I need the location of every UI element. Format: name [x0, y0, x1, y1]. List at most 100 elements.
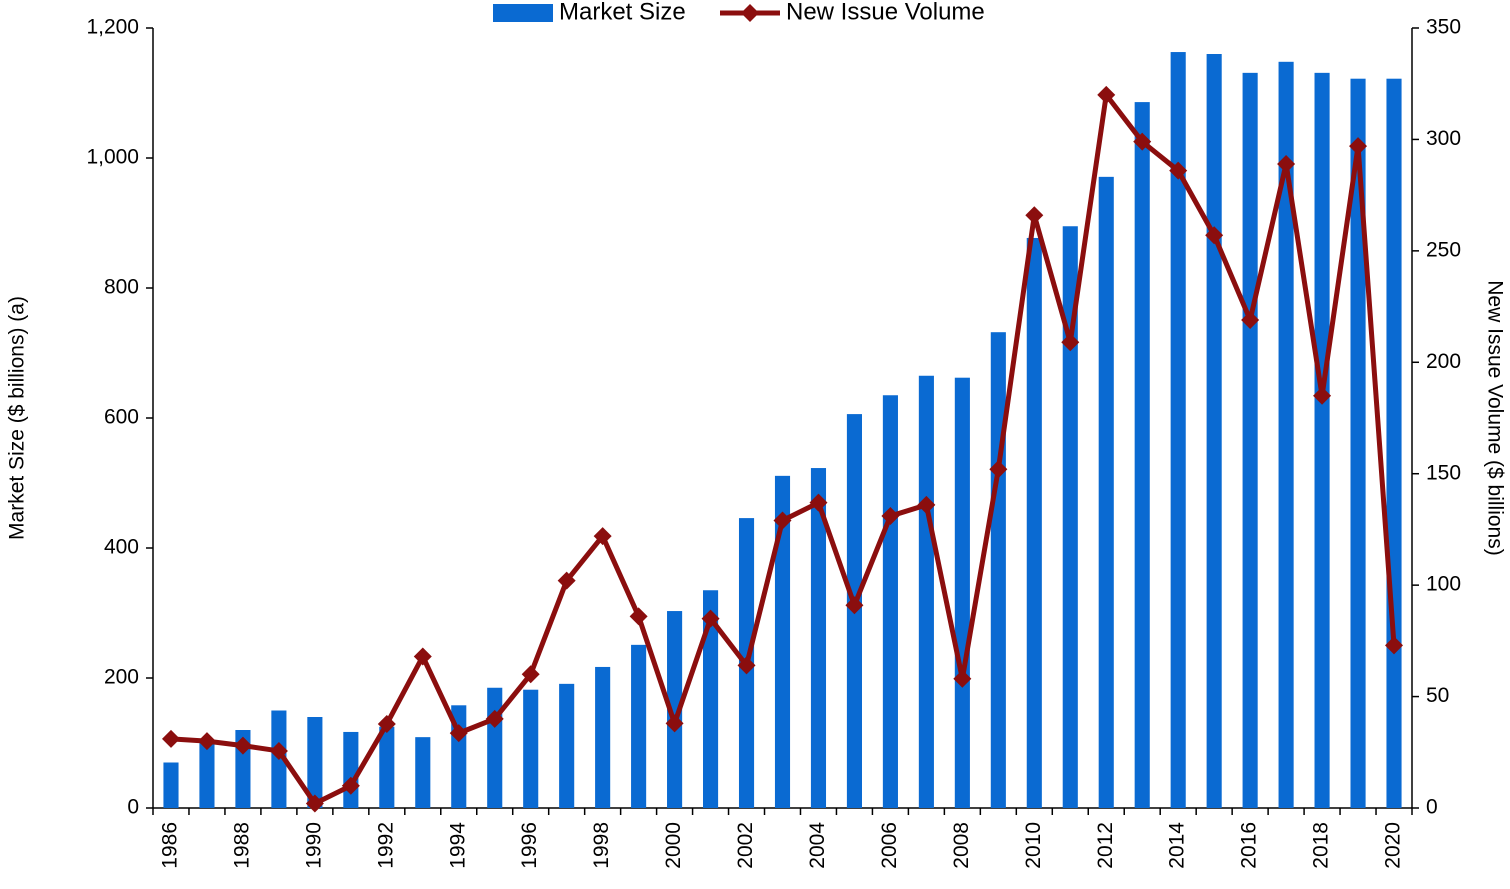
marker: [1133, 132, 1152, 151]
bar: [559, 683, 575, 808]
bar: [918, 375, 934, 808]
marker: [449, 724, 468, 743]
marker: [233, 736, 252, 755]
legend-label: Market Size: [559, 0, 686, 25]
bar: [954, 377, 970, 808]
marker: [1241, 310, 1260, 329]
legend-swatch: [741, 4, 759, 22]
bar: [774, 475, 791, 808]
marker: [305, 794, 324, 813]
x-tick-label: 2008: [950, 822, 973, 869]
marker: [1349, 137, 1368, 156]
x-tick-label: 2018: [1310, 822, 1333, 869]
x-tick-label: 2020: [1382, 822, 1405, 869]
y2-tick-label: 200: [1426, 350, 1461, 373]
marker: [953, 669, 972, 688]
y2-tick-label: 150: [1426, 461, 1461, 484]
y2-axis-label: New Issue Volume ($ billions): [1483, 280, 1506, 555]
x-tick-label: 2012: [1094, 822, 1117, 869]
x-tick-label: 1988: [230, 822, 253, 869]
marker: [161, 729, 180, 748]
x-tick-label: 1992: [374, 822, 397, 869]
marker: [665, 714, 684, 733]
x-tick-label: 2014: [1166, 822, 1189, 869]
bar: [307, 717, 323, 808]
marker: [701, 609, 720, 628]
marker: [773, 511, 792, 530]
marker: [1313, 386, 1332, 405]
x-tick-label: 1986: [159, 822, 182, 869]
marker: [1205, 226, 1224, 245]
marker: [737, 656, 756, 675]
y2-tick-label: 100: [1426, 573, 1461, 596]
y-tick-label: 1,000: [86, 146, 139, 169]
bar: [379, 726, 395, 808]
y2-tick-label: 250: [1426, 238, 1461, 261]
marker: [845, 596, 864, 615]
y-tick-label: 1,200: [86, 16, 139, 39]
y-tick-label: 600: [104, 406, 139, 429]
bar: [487, 687, 503, 808]
x-tick-label: 1996: [518, 822, 541, 869]
marker: [989, 460, 1008, 479]
x-tick-label: 1998: [590, 822, 613, 869]
bar: [199, 743, 215, 808]
bar: [1062, 226, 1078, 808]
bar: [415, 737, 431, 808]
bar: [882, 395, 898, 808]
legend-swatch: [493, 4, 553, 22]
marker: [593, 527, 612, 546]
marker: [1061, 333, 1080, 352]
y-tick-label: 400: [104, 536, 139, 559]
marker: [917, 495, 936, 514]
x-tick-label: 2004: [806, 822, 829, 869]
bar: [595, 666, 611, 808]
legend-label: New Issue Volume: [786, 0, 985, 25]
marker: [377, 714, 396, 733]
marker: [1277, 154, 1296, 173]
x-tick-label: 2010: [1022, 822, 1045, 869]
bar: [1242, 72, 1258, 809]
marker: [269, 741, 288, 760]
y-axis-label: Market Size ($ billions) (a): [6, 296, 29, 540]
bar: [990, 332, 1006, 808]
marker: [1097, 85, 1116, 104]
marker: [521, 665, 540, 684]
bar: [1098, 176, 1114, 809]
bar: [1170, 52, 1186, 809]
y2-tick-label: 300: [1426, 127, 1461, 150]
x-tick-label: 2016: [1238, 822, 1261, 869]
marker: [413, 647, 432, 666]
marker: [1025, 206, 1044, 225]
marker: [341, 776, 360, 795]
bar: [1026, 237, 1042, 808]
marker: [881, 507, 900, 526]
y2-tick-label: 50: [1426, 684, 1449, 707]
bar: [1134, 102, 1150, 809]
bar: [523, 689, 539, 808]
bar: [1350, 78, 1366, 808]
bar: [343, 731, 359, 808]
marker: [557, 571, 576, 590]
bar: [1314, 72, 1330, 809]
x-tick-label: 1994: [446, 822, 469, 869]
marker: [1169, 161, 1188, 180]
y-tick-label: 800: [104, 276, 139, 299]
x-tick-label: 2002: [734, 822, 757, 869]
bar: [1278, 61, 1294, 809]
y-tick-label: 200: [104, 666, 139, 689]
bar: [631, 644, 647, 808]
marker: [1385, 636, 1404, 655]
y-tick-label: 0: [127, 796, 139, 819]
y2-tick-label: 350: [1426, 16, 1461, 39]
x-tick-label: 2000: [662, 822, 685, 869]
bar: [163, 762, 179, 808]
x-tick-label: 1990: [302, 822, 325, 869]
marker: [197, 732, 216, 751]
bar: [1206, 54, 1222, 808]
marker: [809, 493, 828, 512]
bar: [667, 611, 683, 808]
marker: [629, 607, 648, 626]
marker: [485, 709, 504, 728]
